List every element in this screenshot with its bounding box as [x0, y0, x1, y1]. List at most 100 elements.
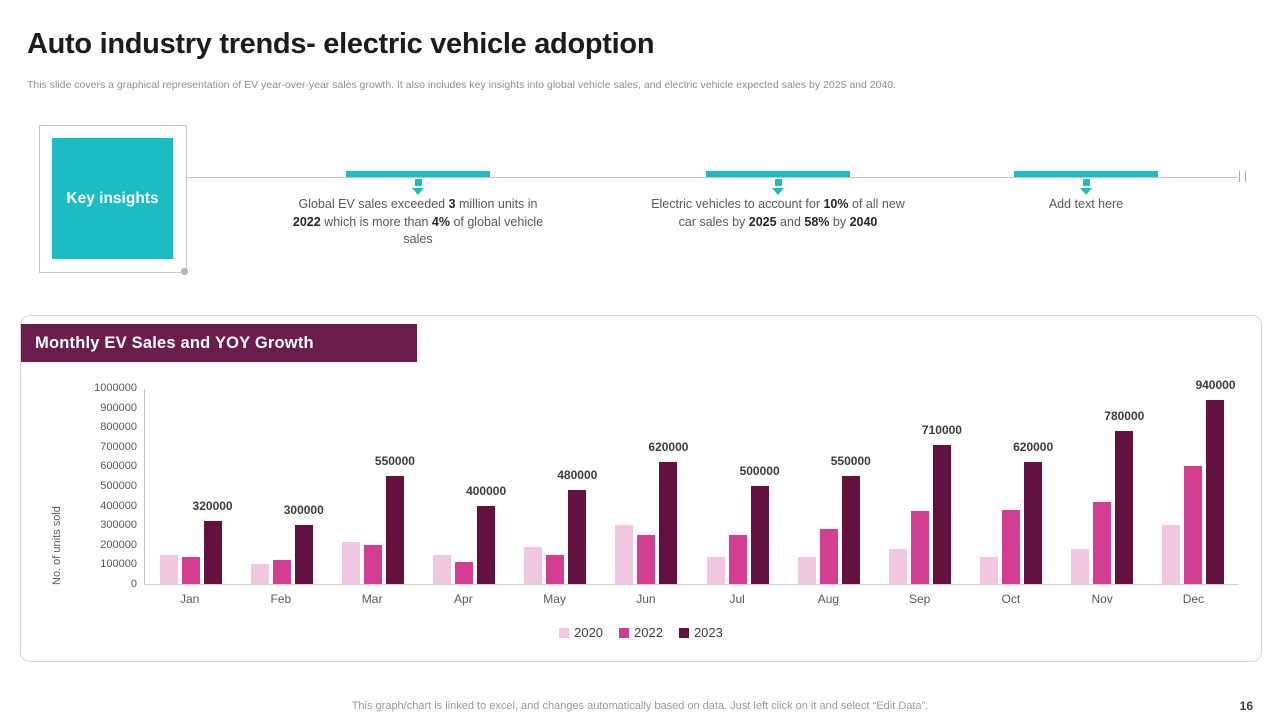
timeline-marker-square	[414, 179, 422, 186]
x-axis-label-mar: Mar	[361, 592, 383, 606]
legend-label-2023: 2023	[693, 625, 723, 640]
bar-value-label: 940000	[1195, 377, 1236, 392]
y-axis-tick-label: 200000	[100, 538, 137, 551]
bar-value-label: 710000	[921, 422, 962, 437]
bar-2020-aug[interactable]	[797, 556, 816, 584]
bar-2023-apr[interactable]	[477, 505, 496, 584]
bar-2022-oct[interactable]	[1002, 509, 1021, 584]
bar-2020-mar[interactable]	[341, 541, 360, 584]
bar-group-oct: 620000	[966, 389, 1057, 584]
x-axis-label-oct: Oct	[1001, 592, 1021, 606]
footer-note: This graph/chart is linked to excel, and…	[351, 700, 929, 712]
bar-2022-apr[interactable]	[455, 562, 474, 584]
y-axis-tick-label: 600000	[100, 460, 137, 473]
insight-text: Global EV sales exceeded 3 million units…	[292, 197, 544, 246]
y-axis-tick-label: 300000	[100, 519, 137, 532]
y-axis-tick-label: 900000	[100, 401, 137, 414]
bar-2022-sep[interactable]	[910, 511, 929, 584]
bar-2023-jun[interactable]	[659, 462, 678, 584]
timeline-segment	[706, 171, 850, 177]
legend-label-2022: 2022	[634, 625, 663, 640]
corner-dot	[181, 268, 188, 275]
bar-value-label: 550000	[374, 454, 415, 469]
bar-2023-feb[interactable]	[294, 525, 313, 584]
bar-value-label: 500000	[739, 464, 780, 478]
bar-2020-jun[interactable]	[615, 525, 634, 584]
y-axis-tick-label: 500000	[100, 480, 137, 492]
page-subtitle: This slide covers a graphical representa…	[27, 79, 897, 91]
y-axis-tick-label: 800000	[100, 421, 137, 434]
bar-2023-mar[interactable]	[385, 476, 404, 584]
bar-2023-oct[interactable]	[1024, 462, 1043, 584]
timeline-marker-square	[1082, 179, 1090, 186]
bar-2023-sep[interactable]	[932, 444, 951, 584]
legend-swatch-2023	[678, 627, 689, 638]
y-axis-tick-label: 0	[130, 578, 137, 590]
legend-item-2020: 2020	[559, 625, 603, 640]
legend-swatch-2020	[559, 627, 570, 638]
bar-2023-may[interactable]	[568, 489, 587, 584]
bar-value-label: 780000	[1104, 409, 1145, 424]
bar-2022-feb[interactable]	[272, 560, 291, 584]
x-axis-label-jul: Jul	[729, 592, 745, 606]
legend-label-2020: 2020	[574, 625, 604, 640]
x-axis-label-jan: Jan	[179, 592, 200, 606]
key-insights-label: Key insights	[66, 189, 159, 207]
bar-value-label: 480000	[557, 467, 598, 482]
arrow-down-icon	[1080, 188, 1092, 195]
arrow-down-icon	[412, 188, 424, 195]
bar-group-nov: 780000	[1057, 389, 1148, 584]
x-axis-label-nov: Nov	[1091, 592, 1113, 606]
bar-2020-sep[interactable]	[888, 548, 907, 584]
bar-2023-dec[interactable]	[1206, 399, 1225, 584]
bar-2022-nov[interactable]	[1093, 501, 1112, 584]
page-title: Auto industry trends- electric vehicle a…	[27, 28, 655, 60]
bar-2020-may[interactable]	[524, 546, 543, 584]
timeline-end-tick	[1245, 171, 1246, 182]
y-axis-tick-label: 100000	[100, 558, 137, 571]
chart-card[interactable]: Monthly EV Sales and YOY Growth No. of u…	[20, 315, 1262, 662]
key-insights-box: Key insights	[52, 138, 173, 259]
x-axis-label-sep: Sep	[908, 592, 931, 606]
legend-item-2022: 2022	[619, 625, 663, 640]
y-axis-tick-label: 1000000	[94, 382, 137, 394]
bar-2022-jul[interactable]	[728, 535, 747, 584]
bar-2023-nov[interactable]	[1115, 431, 1134, 584]
bar-group-jul: 500000	[692, 389, 783, 584]
legend-swatch-2022	[619, 627, 630, 638]
x-axis-label-dec: Dec	[1182, 592, 1205, 606]
bar-2020-jul[interactable]	[706, 556, 725, 584]
bar-2020-jan[interactable]	[159, 554, 178, 584]
bar-2023-jan[interactable]	[203, 521, 222, 584]
x-axis-label-jun: Jun	[636, 592, 656, 606]
bar-2022-jan[interactable]	[181, 556, 200, 584]
bar-group-may: 480000	[510, 389, 601, 584]
bar-value-label: 400000	[466, 483, 507, 498]
bar-2022-aug[interactable]	[819, 529, 838, 584]
bar-group-apr: 400000	[419, 389, 510, 584]
insight-text: Electric vehicles to account for 10% of …	[651, 197, 905, 229]
bar-2020-oct[interactable]	[980, 556, 999, 584]
bar-2022-mar[interactable]	[363, 544, 382, 584]
insight-text-placeholder[interactable]: Add text here	[1048, 197, 1124, 211]
bar-2020-dec[interactable]	[1162, 525, 1181, 584]
timeline-marker-square	[774, 179, 782, 186]
bar-2022-dec[interactable]	[1184, 466, 1203, 584]
bar-value-label: 550000	[830, 454, 871, 469]
bar-2023-aug[interactable]	[841, 476, 860, 584]
bar-2023-jul[interactable]	[750, 486, 769, 584]
bar-2022-jun[interactable]	[637, 535, 656, 584]
bar-value-label: 300000	[283, 503, 324, 518]
bar-2020-feb[interactable]	[250, 564, 269, 584]
bar-2020-apr[interactable]	[433, 554, 452, 584]
bar-2020-nov[interactable]	[1071, 548, 1090, 584]
chart-legend: 2020 2022 2023	[21, 625, 1261, 640]
timeline-segment	[346, 171, 490, 177]
chart-plot-area[interactable]: 320000 300000 550000 400000 480000 620000 5000…	[144, 378, 1239, 585]
bar-2022-may[interactable]	[546, 554, 565, 584]
y-axis-tick-label: 400000	[100, 499, 137, 512]
arrow-down-icon	[772, 188, 784, 195]
timeline-end-tick	[1239, 171, 1240, 182]
bar-group-sep: 710000	[874, 389, 965, 584]
x-axis-labels: Jan Feb Mar Apr May Jun Jul Aug Sep Oct Nov Dec	[144, 592, 1239, 606]
